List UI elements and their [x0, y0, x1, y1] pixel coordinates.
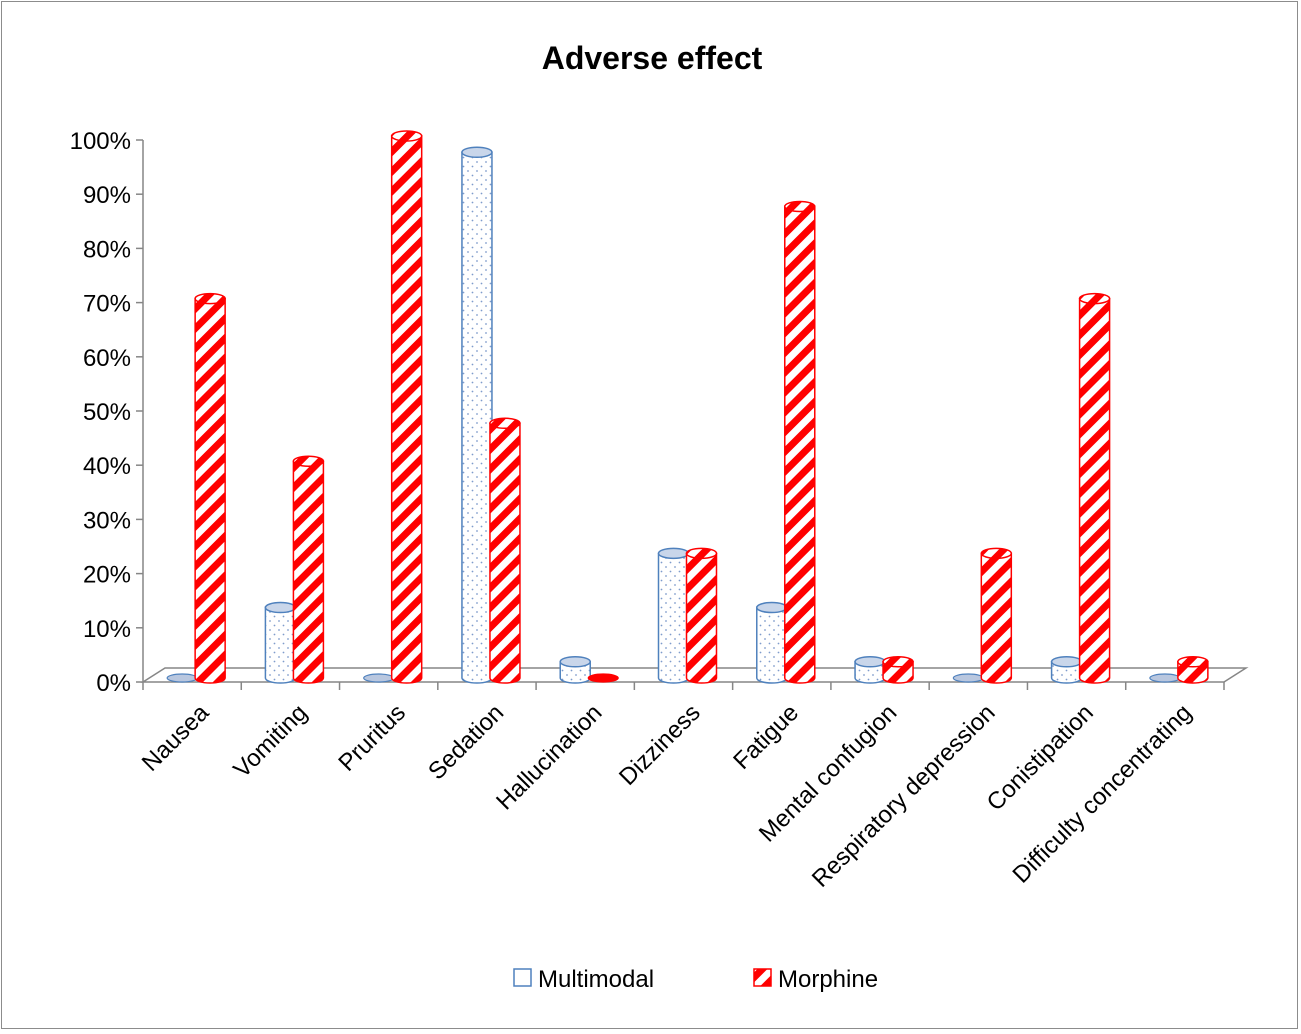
legend-item-morphine: Morphine [753, 966, 878, 993]
bar-multimodal-sedation [461, 146, 493, 684]
bar-morphine-sedation [489, 417, 521, 684]
category-label-fatigue: Fatigue [728, 699, 804, 775]
category-label-vomiting: Vomiting [228, 699, 312, 783]
y-tick-label: 90% [83, 182, 131, 209]
bar-morphine-dizziness [685, 547, 718, 684]
category-labels: Nausea Vomiting Pruritus SedationHallucinat… [137, 699, 1197, 893]
bar-morphine-hallucination [587, 673, 619, 683]
legend-label: Morphine [778, 966, 878, 993]
legend-swatch [513, 968, 532, 987]
y-tick-label: 20% [83, 562, 131, 589]
bar-multimodal-difficulty-concentrating [1149, 673, 1181, 683]
chart-title: Adverse effect [542, 40, 763, 76]
bar-morphine-respiratory-depression [980, 547, 1013, 684]
category-label-sedation: Sedation [423, 699, 509, 785]
y-tick-label: 30% [83, 507, 131, 534]
bars [166, 130, 1209, 684]
y-tick-label: 10% [83, 616, 131, 643]
bar-multimodal-nausea [166, 673, 198, 683]
category-label-nausea: Nausea [137, 699, 215, 777]
y-tick-label: 80% [83, 236, 131, 263]
y-tick-label: 50% [83, 399, 131, 426]
legend-label: Multimodal [538, 966, 654, 993]
legend-item-multimodal: Multimodal [513, 966, 654, 993]
bar-multimodal-respiratory-depression [952, 673, 984, 683]
bar-morphine-difficulty-concentrating [1177, 655, 1209, 684]
y-tick-label: 40% [83, 453, 131, 480]
bar-multimodal-hallucination [559, 655, 591, 684]
y-tick-label: 70% [83, 291, 131, 318]
bar-morphine-vomiting [292, 455, 325, 684]
bar-morphine-nausea [194, 292, 226, 684]
y-tick-label: 0% [96, 670, 131, 697]
axes: 0% 10% 20% 30% 40% 50% 60% 70% 80% 90% 100% [70, 128, 1249, 697]
category-label-difficulty-concentrating: Difficulty concentrating [1008, 699, 1198, 889]
bar-morphine-fatigue [784, 200, 816, 684]
bar-morphine-mental-confugion [882, 655, 914, 684]
bar-multimodal-dizziness [657, 547, 690, 684]
bar-multimodal-conistipation [1050, 655, 1083, 684]
legend: Multimodal Morphine [513, 966, 878, 993]
category-label-pruritus: Pruritus [333, 699, 411, 777]
category-label-respiratory-depression: Respiratory depression [807, 699, 1001, 893]
bar-morphine-conistipation [1078, 292, 1111, 684]
bar-morphine-pruritus [390, 130, 423, 684]
bar-multimodal-pruritus [363, 673, 395, 683]
legend-swatch [753, 968, 772, 987]
category-label-hallucination: Hallucination [491, 699, 607, 815]
bar-multimodal-mental-confugion [854, 655, 886, 684]
bar-multimodal-fatigue [756, 601, 788, 684]
category-label-dizziness: Dizziness [614, 699, 706, 791]
y-tick-label: 100% [70, 128, 131, 155]
bar-multimodal-vomiting [264, 601, 297, 684]
y-tick-label: 60% [83, 345, 131, 372]
